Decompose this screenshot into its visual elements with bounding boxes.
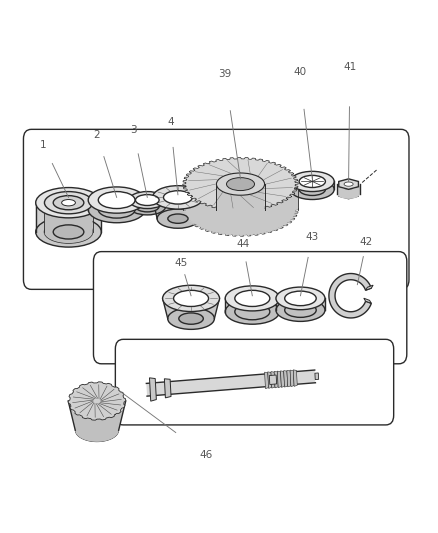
Ellipse shape: [290, 171, 333, 191]
Ellipse shape: [298, 183, 325, 196]
Polygon shape: [293, 370, 297, 386]
Ellipse shape: [135, 201, 159, 212]
Ellipse shape: [216, 173, 264, 195]
Polygon shape: [146, 370, 314, 396]
Polygon shape: [44, 203, 92, 243]
Polygon shape: [365, 285, 372, 290]
Polygon shape: [35, 203, 101, 247]
Ellipse shape: [152, 185, 203, 209]
Ellipse shape: [44, 191, 92, 214]
Ellipse shape: [162, 285, 219, 311]
FancyBboxPatch shape: [115, 340, 393, 425]
Text: 2: 2: [93, 130, 100, 140]
Text: 45: 45: [174, 259, 187, 268]
Ellipse shape: [276, 299, 324, 321]
Ellipse shape: [135, 195, 159, 206]
Ellipse shape: [225, 286, 279, 311]
Polygon shape: [68, 401, 125, 442]
Text: 1: 1: [40, 140, 47, 150]
FancyBboxPatch shape: [23, 130, 408, 289]
Ellipse shape: [98, 191, 135, 208]
Ellipse shape: [129, 191, 165, 208]
Polygon shape: [267, 372, 271, 389]
Ellipse shape: [167, 214, 187, 223]
Ellipse shape: [157, 209, 198, 228]
Text: 43: 43: [305, 232, 318, 242]
Polygon shape: [182, 183, 297, 236]
Text: 40: 40: [292, 67, 305, 77]
Polygon shape: [273, 372, 278, 388]
Ellipse shape: [61, 199, 75, 206]
Ellipse shape: [216, 198, 264, 221]
Polygon shape: [225, 298, 279, 324]
Ellipse shape: [167, 308, 214, 329]
Polygon shape: [336, 184, 359, 199]
Polygon shape: [129, 200, 165, 215]
Ellipse shape: [226, 177, 254, 191]
Polygon shape: [290, 181, 333, 199]
FancyBboxPatch shape: [93, 252, 406, 364]
Polygon shape: [149, 378, 156, 401]
Polygon shape: [314, 373, 318, 379]
Polygon shape: [268, 375, 276, 384]
Ellipse shape: [44, 221, 92, 243]
Polygon shape: [363, 298, 371, 303]
Polygon shape: [290, 370, 293, 386]
Ellipse shape: [129, 198, 165, 215]
Ellipse shape: [178, 313, 203, 324]
Text: 42: 42: [359, 237, 372, 247]
Polygon shape: [286, 370, 290, 387]
Polygon shape: [270, 372, 274, 388]
Polygon shape: [277, 371, 281, 387]
Ellipse shape: [290, 179, 333, 199]
Ellipse shape: [225, 299, 279, 324]
Text: 3: 3: [130, 125, 136, 135]
Polygon shape: [338, 179, 358, 189]
Ellipse shape: [284, 303, 315, 317]
Polygon shape: [328, 273, 371, 318]
Ellipse shape: [163, 191, 192, 204]
Ellipse shape: [88, 197, 145, 223]
Ellipse shape: [234, 290, 269, 306]
Ellipse shape: [284, 291, 315, 305]
Polygon shape: [264, 372, 268, 389]
Text: 41: 41: [343, 62, 356, 71]
Polygon shape: [182, 184, 297, 236]
Polygon shape: [338, 189, 358, 199]
Ellipse shape: [343, 182, 352, 186]
Ellipse shape: [35, 188, 101, 218]
Ellipse shape: [173, 290, 208, 306]
Text: 39: 39: [218, 69, 231, 79]
Polygon shape: [182, 157, 297, 211]
Polygon shape: [276, 298, 324, 321]
Ellipse shape: [88, 187, 145, 213]
Polygon shape: [283, 370, 287, 387]
Ellipse shape: [234, 304, 269, 320]
Text: 46: 46: [199, 450, 212, 460]
Ellipse shape: [298, 175, 325, 188]
Ellipse shape: [98, 201, 135, 218]
Text: 4: 4: [167, 117, 173, 127]
Ellipse shape: [35, 217, 101, 247]
Polygon shape: [152, 197, 203, 228]
Ellipse shape: [276, 287, 324, 310]
Text: 44: 44: [236, 239, 249, 248]
Ellipse shape: [53, 196, 84, 210]
Ellipse shape: [53, 225, 84, 239]
Polygon shape: [164, 379, 171, 398]
Polygon shape: [280, 371, 284, 387]
Polygon shape: [68, 382, 125, 420]
Polygon shape: [88, 200, 145, 223]
Polygon shape: [216, 184, 264, 221]
Polygon shape: [162, 298, 219, 329]
Polygon shape: [75, 419, 118, 442]
